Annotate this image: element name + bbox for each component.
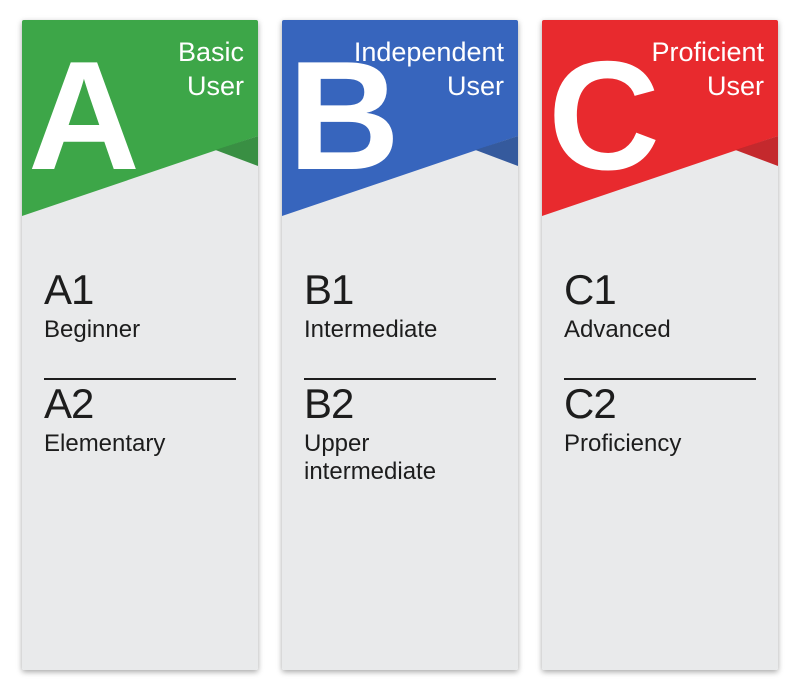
- level-code: C1: [564, 266, 756, 314]
- level-item: C1 Advanced: [564, 266, 756, 368]
- card-proficient-user: C Proficient User C1 Advanced C2 Profici…: [542, 20, 778, 670]
- card-title: Basic User: [178, 36, 244, 104]
- card-letter: C: [548, 38, 654, 193]
- card-title-line2: User: [707, 71, 764, 101]
- level-label: Intermediate: [304, 316, 496, 344]
- level-label: Elementary: [44, 430, 236, 458]
- card-title-line1: Basic: [178, 37, 244, 67]
- card-title-line2: User: [187, 71, 244, 101]
- level-item: A2 Elementary: [44, 380, 236, 482]
- level-label: Proficiency: [564, 430, 756, 458]
- card-levels: B1 Intermediate B2 Upper intermediate: [304, 266, 496, 510]
- card-title-line1: Proficient: [651, 37, 764, 67]
- card-basic-user: A Basic User A1 Beginner A2 Elementary: [22, 20, 258, 670]
- card-title-line2: User: [447, 71, 504, 101]
- card-title: Independent User: [354, 36, 504, 104]
- level-label: Beginner: [44, 316, 236, 344]
- level-code: B2: [304, 380, 496, 428]
- card-title: Proficient User: [651, 36, 764, 104]
- level-code: C2: [564, 380, 756, 428]
- level-code: B1: [304, 266, 496, 314]
- level-code: A1: [44, 266, 236, 314]
- level-label: Advanced: [564, 316, 756, 344]
- card-title-line1: Independent: [354, 37, 504, 67]
- level-item: B1 Intermediate: [304, 266, 496, 368]
- level-code: A2: [44, 380, 236, 428]
- cefr-infographic: A Basic User A1 Beginner A2 Elementary B…: [0, 0, 800, 690]
- level-label: Upper intermediate: [304, 430, 496, 486]
- level-item: A1 Beginner: [44, 266, 236, 368]
- card-independent-user: B Independent User B1 Intermediate B2 Up…: [282, 20, 518, 670]
- level-item: B2 Upper intermediate: [304, 380, 496, 510]
- level-item: C2 Proficiency: [564, 380, 756, 482]
- card-levels: A1 Beginner A2 Elementary: [44, 266, 236, 482]
- card-letter: A: [28, 38, 134, 193]
- card-levels: C1 Advanced C2 Proficiency: [564, 266, 756, 482]
